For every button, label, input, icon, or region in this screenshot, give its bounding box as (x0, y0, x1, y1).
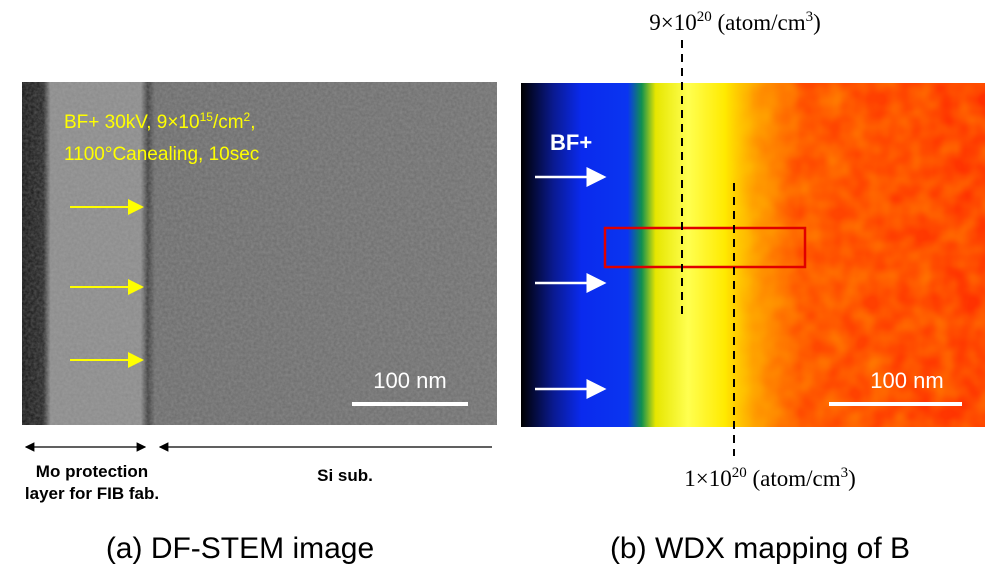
figure: BF+ 30kV, 9×1015/cm2, 1100°Canealing, 10… (0, 0, 999, 569)
text-part: ) (813, 10, 821, 35)
scale-label: 100 nm (373, 368, 446, 393)
concentration-label: 1×1020 (atom/cm3) (684, 465, 856, 491)
text-part: 20 (697, 9, 712, 25)
text-part: ) (848, 466, 856, 491)
mo-label: Mo protection (36, 462, 148, 481)
panel-a: BF+ 30kV, 9×1015/cm2, 1100°Canealing, 10… (22, 82, 497, 565)
text-part: 20 (732, 465, 747, 481)
annotation: 1100°Canealing, 10sec (64, 144, 259, 165)
text-part: 15 (200, 110, 214, 124)
text-part: 9×10 (649, 10, 696, 35)
mo-label: layer for FIB fab. (25, 484, 159, 503)
scale-label: 100 nm (870, 368, 943, 393)
map-texture (730, 83, 985, 427)
text-part: , (250, 112, 255, 133)
text-part: 3 (806, 9, 814, 25)
panel-b: BF+ 100 nm 9×1020 (atom/cm3) 1×1020 (ato… (521, 9, 985, 565)
si-label: Si sub. (317, 466, 373, 485)
caption: (a) DF-STEM image (106, 532, 374, 565)
text-part: (atom/cm (747, 466, 841, 491)
text-part: BF+ 30kV, 9×10 (64, 112, 200, 133)
concentration-label: 9×1020 (atom/cm3) (649, 9, 821, 35)
text-part: 3 (841, 465, 849, 481)
caption: (b) WDX mapping of B (610, 532, 910, 565)
annotation: BF+ 30kV, 9×1015/cm2, (64, 110, 256, 133)
text-part: /cm (213, 112, 244, 133)
text-part: (atom/cm (712, 10, 806, 35)
ion-label: BF+ (550, 130, 592, 155)
text-part: 1×10 (684, 466, 731, 491)
